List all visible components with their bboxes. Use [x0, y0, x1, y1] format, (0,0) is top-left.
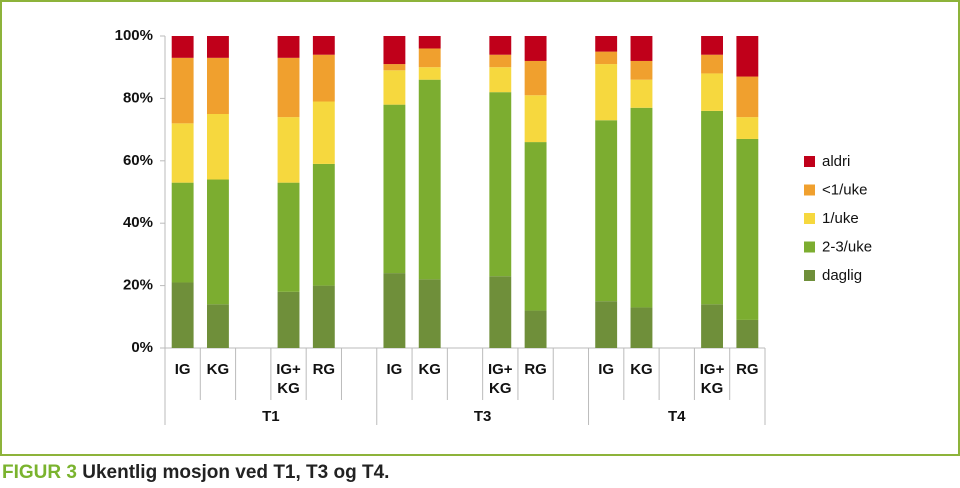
bar-segment [312, 285, 335, 348]
bar-segment [383, 273, 406, 348]
legend-label: aldri [822, 153, 850, 170]
bar-segment [277, 182, 300, 292]
x-tick-label: IG [598, 361, 615, 378]
bar-segment [630, 60, 653, 80]
bar-segment [489, 54, 512, 68]
bar-segment [524, 36, 547, 61]
bar-segment [595, 120, 618, 302]
chart: 0% 20% 40% 60% 80% 100% T1 T3 T4 aldri <1/uke 1/uke… [0, 0, 960, 456]
bar-segment [524, 310, 547, 348]
bar-segment [736, 36, 759, 77]
bar-segment [277, 57, 300, 118]
caption-text: Ukentlig mosjon ved T1, T3 og T4. [82, 462, 390, 483]
bar-segment [489, 92, 512, 277]
legend-label: daglig [822, 267, 862, 284]
bar-segment [207, 304, 229, 348]
bar-segment [171, 57, 194, 124]
bar-segment [277, 117, 300, 183]
bar-segment [383, 36, 406, 65]
group-label: T4 [668, 408, 686, 425]
bar-segment [701, 73, 723, 111]
x-tick-label: IG [174, 361, 191, 378]
legend-swatch [804, 213, 815, 224]
legend-label: <1/uke [822, 181, 867, 198]
y-tick-label: 60% [123, 152, 153, 169]
bar-segment [701, 54, 723, 74]
bar-segment [701, 36, 723, 55]
bar-segment [701, 110, 723, 305]
bar-segment [207, 179, 229, 305]
bar-segment [277, 291, 300, 348]
x-tick-label: IG+ KG [276, 361, 301, 397]
x-tick-label: RG [524, 361, 547, 378]
x-tick-label: KG [206, 361, 230, 378]
bar-segment [595, 36, 618, 52]
bar-segment [595, 51, 618, 65]
bar-segment [701, 304, 723, 348]
bar-segment [524, 60, 547, 96]
bar-segment [383, 104, 406, 274]
y-tick-label: 100% [115, 27, 153, 44]
x-tick-label: IG [386, 361, 403, 378]
bar-segment [383, 64, 406, 71]
bar-segment [630, 36, 653, 61]
x-tick-label: RG [312, 361, 336, 378]
frame [0, 0, 960, 456]
bar-segment [418, 79, 441, 280]
bar-segment [312, 54, 335, 102]
y-tick-label: 0% [131, 339, 153, 356]
bar-segment [595, 64, 618, 121]
legend-swatch [804, 184, 815, 196]
bar-segment [736, 76, 759, 118]
bar-segment [207, 57, 229, 114]
bar-segment [630, 307, 653, 348]
bar-segment [312, 163, 335, 286]
bar-segment [418, 279, 441, 348]
caption-label: FIGUR 3 [2, 462, 77, 483]
legend-swatch [804, 270, 815, 281]
bar-segment [736, 319, 759, 348]
bar-segment [489, 36, 512, 55]
bar-segment [383, 70, 406, 105]
bar-segment [207, 36, 229, 58]
legend-swatch [804, 156, 815, 167]
bar-segment [595, 301, 618, 348]
caption: FIGUR 3 Ukentlig mosjon ved T1, T3 og T4… [2, 462, 389, 484]
bar-segment [736, 138, 759, 320]
bar-segment [736, 117, 759, 139]
bar-segment [630, 107, 653, 308]
bar-segment [171, 36, 194, 58]
x-tick-label: KG [418, 361, 441, 378]
bar-segment [171, 282, 194, 348]
bar-segment [489, 67, 512, 93]
bar-segment [171, 182, 194, 283]
bar-segment [418, 67, 441, 80]
bar-segment [630, 79, 653, 108]
bar-segment [171, 123, 194, 183]
legend-label: 2-3/uke [822, 238, 872, 255]
y-tick-label: 20% [123, 277, 153, 294]
y-tick-label: 40% [123, 214, 153, 231]
bar-segment [489, 276, 512, 348]
bar-segment [207, 114, 229, 180]
bar-segment [418, 48, 441, 68]
legend-swatch [804, 241, 815, 253]
x-tick-label: IG+ KG [699, 361, 725, 397]
bar-segment [312, 36, 335, 55]
group-label: T1 [262, 408, 280, 425]
x-tick-label: KG [630, 361, 653, 378]
bar-segment [277, 36, 300, 58]
legend-label: 1/uke [822, 210, 859, 227]
group-label: T3 [474, 408, 492, 425]
bar-segment [524, 95, 547, 143]
y-tick-label: 80% [123, 89, 153, 106]
x-tick-label: RG [736, 361, 759, 378]
bar-segment [524, 142, 547, 311]
x-tick-label: IG+ KG [487, 361, 513, 397]
bar-segment [418, 36, 441, 49]
bar-segment [312, 101, 335, 164]
